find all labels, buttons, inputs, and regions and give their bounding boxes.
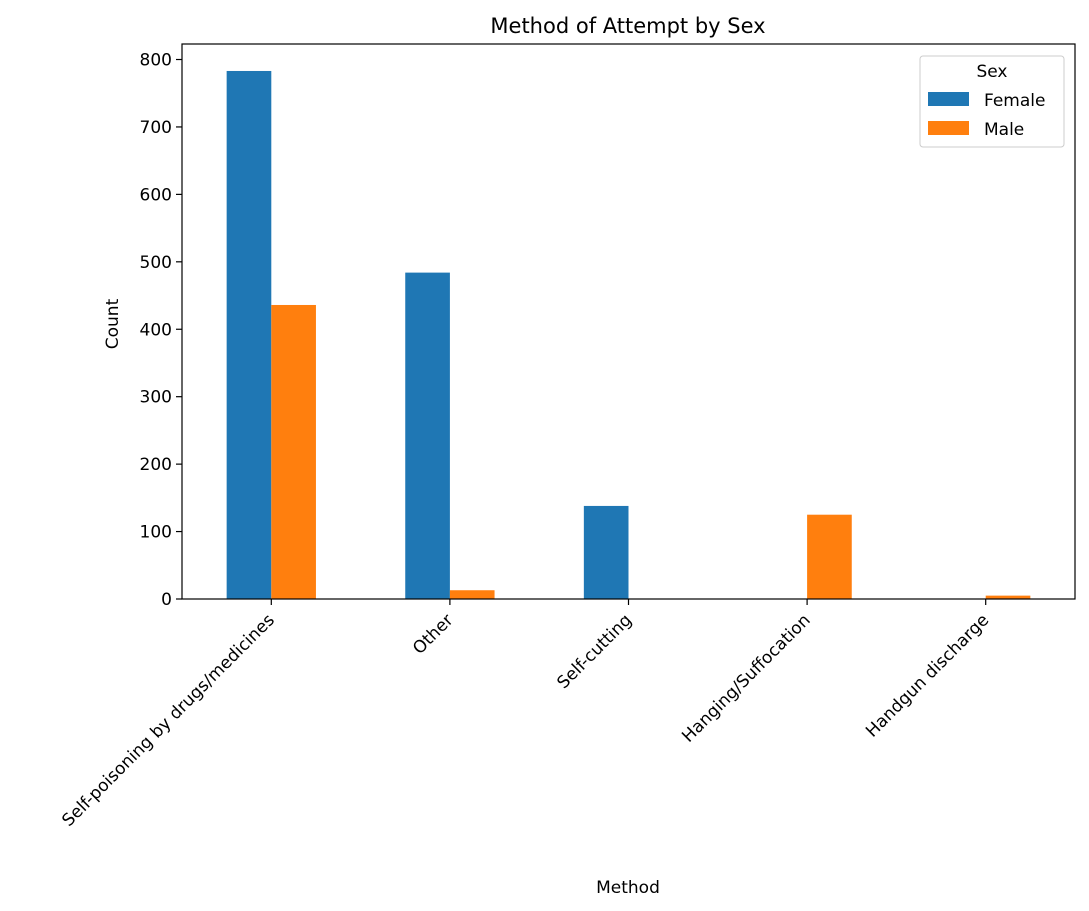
bar-female-2 (583, 505, 629, 599)
y-tick-label: 500 (140, 253, 172, 273)
x-tick-label: Handgun discharge (862, 610, 993, 741)
y-tick-label: 600 (140, 185, 172, 205)
y-tick-label: 700 (140, 118, 172, 138)
x-axis-label: Method (596, 878, 660, 898)
plot-area: 0 100 200 300 400 500 600 700 800 Self-poisoning … (58, 43, 1076, 831)
x-tick-label: Self-poisoning by drugs/medicines (58, 610, 278, 830)
x-tick-label: Hanging/Suffocation (678, 610, 814, 746)
legend: Sex Female Male (919, 55, 1065, 148)
y-tick-label: 800 (140, 51, 172, 71)
bar-female-1 (405, 272, 450, 599)
y-tick-label: 300 (140, 388, 172, 408)
legend-label-female: Female (984, 91, 1045, 111)
bar-male-1 (449, 590, 495, 599)
bar-male-3 (807, 514, 852, 599)
y-tick-label: 0 (161, 590, 172, 610)
bar-male-0 (271, 304, 316, 599)
y-tick-label: 200 (140, 455, 172, 475)
chart-title: Method of Attempt by Sex (490, 14, 765, 38)
bar-female-0 (226, 70, 272, 600)
bar-male-4 (985, 595, 1031, 599)
legend-swatch-female (928, 92, 969, 106)
x-tick-label: Other (409, 610, 457, 658)
y-tick-label: 400 (140, 320, 172, 340)
y-axis-label: Count (103, 298, 123, 349)
x-tick-label: Self-cutting (553, 610, 636, 693)
legend-label-male: Male (984, 120, 1024, 140)
legend-swatch-male (928, 121, 969, 135)
legend-title: Sex (976, 62, 1007, 82)
y-tick-label: 100 (140, 523, 172, 543)
